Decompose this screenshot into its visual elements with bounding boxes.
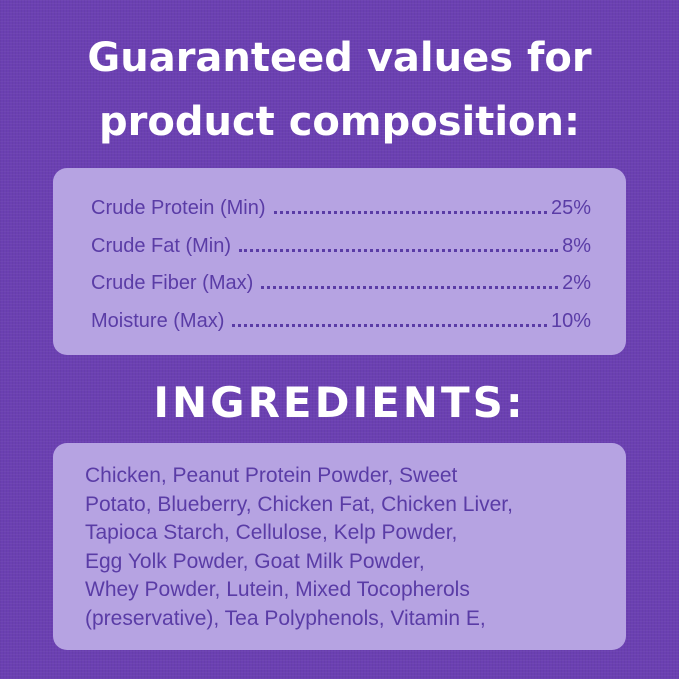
- row-value: 2%: [562, 272, 591, 294]
- leader-dots: [273, 211, 547, 214]
- ingredient-line: Whey Powder, Lutein, Mixed Tocopherols: [85, 578, 470, 601]
- ingredient-line: (preservative), Tea Polyphenols, Vitamin…: [85, 606, 486, 630]
- row-value: 8%: [562, 234, 591, 257]
- analysis-row: Crude Protein (Min) 25%: [91, 198, 591, 218]
- ingredient-line: Chicken, Peanut Protein Powder, Sweet: [85, 464, 458, 487]
- title-line: product composition:: [99, 99, 580, 145]
- ingredient-line: Egg Yolk Powder, Goat Milk Powder,: [85, 549, 425, 573]
- row-label: Crude Protein (Min): [91, 197, 266, 219]
- leader-dots: [232, 323, 547, 327]
- analysis-row: Crude Fat (Min) 8%: [91, 236, 591, 256]
- ingredients-heading: INGREDIENTS:: [153, 378, 526, 427]
- ingredient-line: Potato, Blueberry, Chicken Fat, Chicken …: [85, 492, 513, 516]
- row-value: 10%: [550, 309, 591, 332]
- analysis-row: Crude Fiber (Max) 2%: [91, 273, 591, 293]
- row-label: Crude Fat (Min): [91, 234, 232, 257]
- ingredient-line: Tapioca Starch, Cellulose, Kelp Powder,: [85, 521, 458, 544]
- row-value: 25%: [550, 197, 591, 219]
- analysis-box: Crude Protein (Min) 25% Crude Fat (Min) 8% C…: [53, 168, 626, 355]
- leader-dots: [239, 248, 559, 252]
- title-line: Guaranteed values for: [87, 35, 592, 81]
- row-label: Moisture (Max): [91, 309, 225, 332]
- leader-dots: [261, 286, 559, 289]
- ingredients-box: Chicken, Peanut Protein Powder, Sweet Pot…: [53, 443, 626, 650]
- row-label: Crude Fiber (Max): [91, 272, 254, 294]
- analysis-row: Moisture (Max) 10%: [91, 311, 591, 331]
